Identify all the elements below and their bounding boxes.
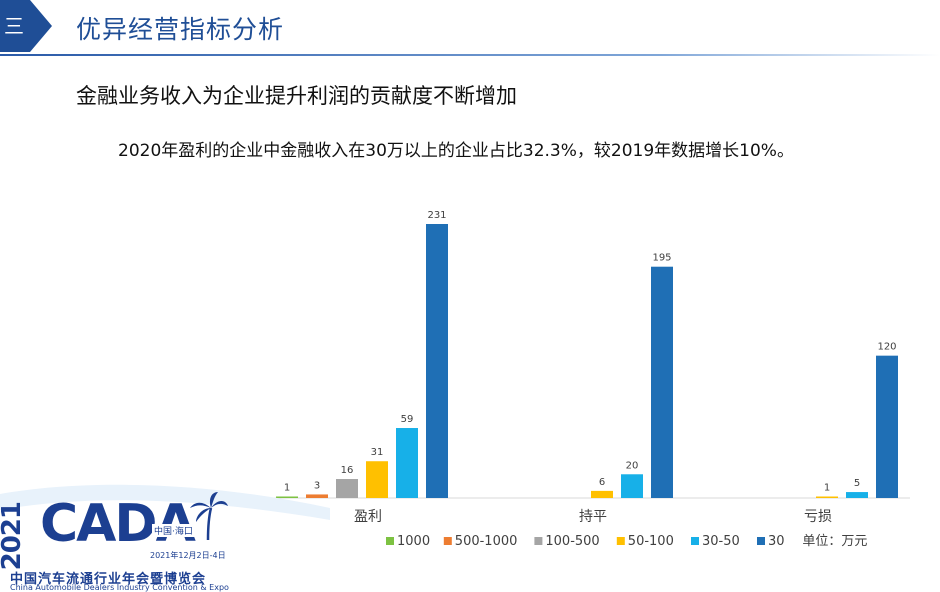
data-label: 5 xyxy=(854,478,860,489)
bar-chart: 1 3 16 31 59 231 盈利 6 20 195 持平 1 5 120 亏损 1000 500-1000… xyxy=(250,210,910,549)
legend-label: 500-1000 xyxy=(455,534,518,549)
bar-30-盈利 xyxy=(426,224,448,498)
chart-note: 2020年盈利的企业中金融收入在30万以上的企业占比32.3%，较2019年数据… xyxy=(118,141,794,161)
category-label: 持平 xyxy=(579,509,607,525)
data-label: 20 xyxy=(626,460,639,471)
legend-swatch-500-1000 xyxy=(443,537,452,545)
legend-label: 50-100 xyxy=(628,534,674,549)
bar-50-100-亏损 xyxy=(816,496,838,498)
logo-date: 2021年12月2日-4日 xyxy=(150,551,226,560)
bar-30-50-持平 xyxy=(621,474,643,498)
bar-500-1000-盈利 xyxy=(306,494,328,498)
logo-background xyxy=(0,484,330,520)
page-title: 优异经营指标分析 xyxy=(76,15,285,44)
data-label: 16 xyxy=(341,465,354,476)
data-label: 6 xyxy=(599,477,605,488)
legend-label: 30 xyxy=(768,534,785,549)
data-label: 31 xyxy=(371,447,384,458)
legend-swatch-100-500 xyxy=(534,537,543,545)
data-label: 120 xyxy=(877,342,896,353)
category-label: 盈利 xyxy=(354,509,382,525)
legend-label: 30-50 xyxy=(702,534,740,549)
data-label: 3 xyxy=(314,480,320,491)
unit-label: 单位：万元 xyxy=(802,534,867,549)
data-label: 195 xyxy=(652,253,671,264)
logo-name-cn: 中国汽车流通行业年会暨博览会 xyxy=(10,572,207,587)
legend-swatch-1000 xyxy=(386,537,394,545)
bar-100-500-盈利 xyxy=(336,479,358,498)
logo-year: 2021 xyxy=(0,502,27,571)
bar-30-50-盈利 xyxy=(396,428,418,498)
legend-swatch-30 xyxy=(757,537,765,545)
bar-30-持平 xyxy=(651,266,673,498)
title-divider xyxy=(0,54,940,56)
legend-swatch-30-50 xyxy=(691,537,699,545)
bar-30-亏损 xyxy=(876,355,898,498)
bar-30-50-亏损 xyxy=(846,492,868,498)
page-subtitle: 金融业务收入为企业提升利润的贡献度不断增加 xyxy=(76,84,517,108)
logo-location: 中国·海口 xyxy=(152,524,195,537)
section-marker xyxy=(0,0,52,52)
bar-50-100-持平 xyxy=(591,490,613,498)
event-logo: 2021 CADA 中国·海口 2021年12月2日-4日 中国汽车流通行业年会… xyxy=(0,480,330,592)
bar-50-100-盈利 xyxy=(366,461,388,498)
legend-label: 100-500 xyxy=(545,534,599,549)
data-label: 59 xyxy=(401,414,414,425)
data-label: 231 xyxy=(427,210,446,221)
bar-1000-盈利 xyxy=(276,496,298,498)
legend-label: 1000 xyxy=(397,534,430,549)
section-number: 三 xyxy=(4,14,24,38)
logo-name-en: China Automobile Dealers Industry Conven… xyxy=(10,583,229,592)
data-label: 1 xyxy=(284,483,290,494)
data-label: 1 xyxy=(824,483,830,494)
legend-swatch-50-100 xyxy=(616,537,625,545)
palm-tree-icon xyxy=(190,492,228,541)
category-label: 亏损 xyxy=(804,509,832,525)
